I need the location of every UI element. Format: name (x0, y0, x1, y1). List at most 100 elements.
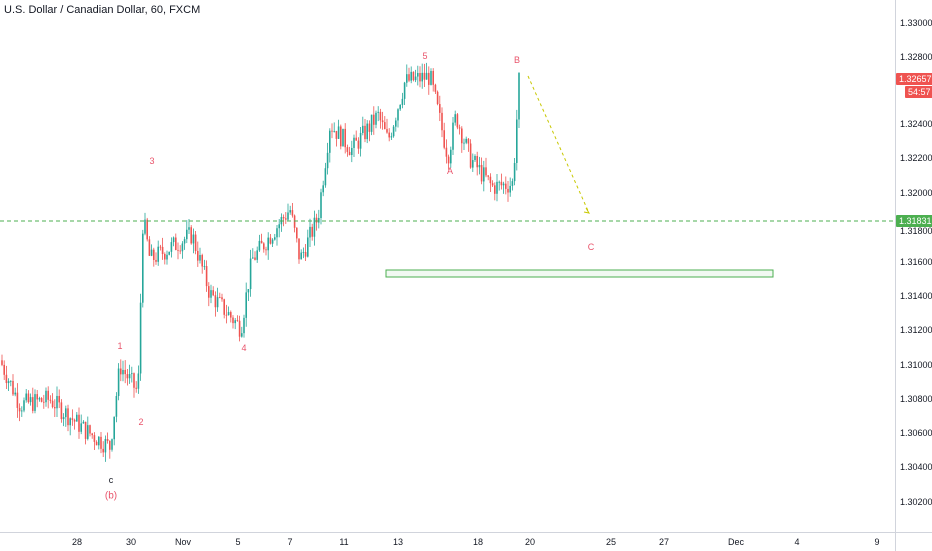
candle-body (379, 111, 382, 121)
candle-body (27, 393, 30, 403)
candle-body (483, 167, 485, 182)
candle-body (84, 421, 87, 439)
y-tick: 1.32800 (900, 52, 932, 62)
candle-body (219, 297, 221, 298)
x-tick: 27 (658, 537, 670, 547)
candle-body (516, 119, 518, 163)
candle-body (23, 400, 25, 411)
candle-body (344, 128, 346, 148)
candle-body (216, 297, 219, 308)
candle-body (197, 250, 199, 261)
candle-body (106, 438, 109, 441)
candle-body (322, 185, 324, 193)
candle-body (157, 246, 159, 262)
candle-body (399, 104, 401, 110)
candle-body (425, 72, 428, 80)
candle-body (117, 368, 120, 397)
candle-body (91, 433, 93, 436)
candle-body (34, 394, 36, 411)
x-tick: 7 (287, 537, 293, 547)
candle-body (318, 217, 320, 223)
candle-body (423, 72, 426, 80)
candle-body (293, 215, 296, 228)
candle-body (194, 234, 197, 251)
candle-body (82, 421, 85, 424)
x-tick: 9 (874, 537, 880, 547)
candle-body (139, 302, 142, 374)
candle-body (3, 364, 5, 375)
candle-body (494, 185, 496, 194)
candle-body (500, 181, 503, 186)
candle-body (104, 438, 107, 453)
y-tick: 1.30600 (900, 428, 932, 438)
candle-body (177, 249, 179, 251)
candle-body (333, 130, 335, 132)
candle-body (346, 147, 349, 152)
candle-body (38, 398, 41, 400)
candle-body (54, 407, 56, 409)
candle-body (401, 98, 404, 105)
candle-body (199, 255, 201, 261)
candle-body (208, 286, 210, 298)
y-tick: 1.32000 (900, 188, 932, 198)
candle-body (474, 155, 476, 161)
candle-body (302, 252, 305, 253)
candle-body (395, 120, 397, 127)
candle-body (214, 295, 217, 308)
candle-body (450, 149, 452, 164)
candle-body (375, 112, 377, 125)
candle-body (337, 126, 340, 139)
candle-body (348, 151, 351, 156)
candle-body (181, 243, 184, 252)
candle-body (296, 227, 298, 239)
candle-body (285, 218, 287, 220)
candle-body (502, 183, 505, 186)
candle-body (21, 410, 23, 412)
candle-body (150, 249, 153, 256)
candle-body (430, 70, 432, 85)
candle-body (326, 152, 329, 169)
candle-body (414, 76, 417, 81)
candle-body (313, 217, 316, 237)
candle-body (168, 251, 170, 255)
candle-body (324, 168, 327, 186)
price-chart[interactable] (0, 0, 895, 532)
candle-body (269, 237, 272, 244)
candle-body (419, 72, 421, 82)
candle-body (489, 176, 492, 184)
axis-corner (895, 532, 932, 551)
candle-body (388, 132, 390, 138)
candle-body (120, 368, 122, 375)
candle-body (329, 130, 331, 153)
candle-body (95, 441, 98, 446)
candle-body (386, 129, 388, 133)
time-axis[interactable] (0, 532, 895, 551)
candle-body (47, 390, 49, 400)
candle-body (403, 82, 406, 99)
candle-body (131, 373, 133, 375)
candle-body (300, 252, 302, 260)
candle-body (421, 72, 423, 82)
candle-body (417, 72, 419, 77)
candle-body (87, 425, 89, 439)
projection-arrowhead (583, 207, 591, 214)
candle-body (428, 72, 430, 85)
candle-body (315, 217, 318, 223)
candle-body (161, 246, 164, 255)
candle-body (377, 111, 379, 113)
candle-body (236, 320, 239, 322)
candle-body (260, 240, 263, 244)
candle-body (276, 228, 278, 238)
y-tick: 1.30400 (900, 462, 932, 472)
candle-body (122, 369, 124, 375)
candle-body (265, 249, 267, 251)
candle-body (69, 418, 71, 426)
candle-body (480, 164, 483, 182)
candle-body (190, 227, 192, 244)
y-tick: 1.32200 (900, 153, 932, 163)
y-tick: 1.30200 (900, 497, 932, 507)
candle-body (238, 320, 241, 337)
candle-body (496, 181, 498, 194)
candle-body (192, 234, 195, 244)
